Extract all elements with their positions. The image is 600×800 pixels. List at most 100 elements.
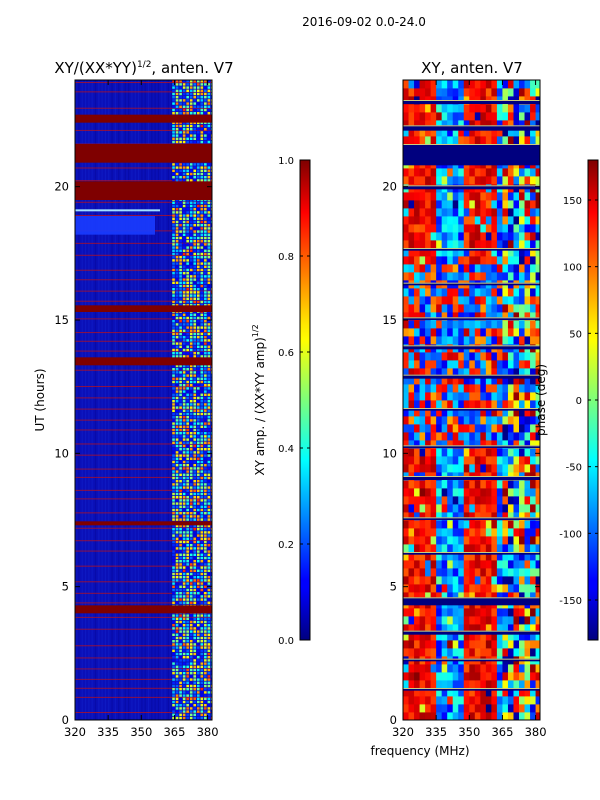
phase-cell: [530, 664, 536, 673]
amp-cell: [200, 233, 204, 236]
phase-cell: [430, 408, 437, 417]
amp-cell: [172, 569, 175, 572]
amp-cell: [196, 646, 200, 649]
amp-cell: [75, 397, 212, 399]
phase-cell: [480, 168, 487, 177]
phase-cell: [524, 224, 531, 233]
amp-cell: [175, 339, 179, 342]
amp-cell: [196, 419, 200, 422]
amp-cell: [200, 332, 204, 336]
amp-cell: [193, 697, 197, 700]
phase-cell: [491, 576, 498, 585]
phase-colorbar-tick-label: -50: [566, 463, 582, 474]
amp-cell: [193, 467, 197, 470]
phase-cell: [530, 560, 536, 569]
phase-cell: [430, 376, 437, 385]
phase-cell: [513, 424, 520, 433]
amp-cell: [172, 124, 175, 128]
amp-cell: [196, 233, 200, 236]
phase-cell: [425, 392, 432, 401]
phase-cell: [496, 168, 503, 177]
phase-cell: [513, 496, 520, 505]
amp-cell: [200, 316, 204, 320]
phase-cell: [535, 584, 540, 593]
phase-cell: [414, 392, 420, 401]
amp-cell: [75, 550, 212, 552]
phase-cell: [474, 248, 481, 257]
phase-cell: [441, 440, 448, 449]
phase-cell: [474, 672, 481, 681]
phase-cell: [447, 88, 454, 97]
amp-cell: [207, 454, 211, 457]
amp-cell: [175, 396, 179, 400]
amp-cell: [207, 419, 211, 422]
amp-cell: [186, 288, 189, 291]
amp-cell: [189, 585, 193, 588]
amp-cell: [193, 336, 197, 339]
amp-cell: [179, 249, 182, 252]
phase-cell: [480, 560, 487, 569]
phase-cell: [419, 104, 426, 113]
amp-cell: [175, 300, 179, 304]
amp-cell: [207, 675, 211, 678]
amp-cell: [189, 220, 193, 224]
amp-cell: [182, 256, 186, 259]
phase-cell: [403, 304, 409, 313]
phase-cell: [474, 408, 481, 417]
amp-cell: [175, 617, 179, 620]
amp-cell: [182, 140, 186, 144]
amp-cell: [179, 492, 182, 496]
amp-cell: [189, 566, 193, 569]
phase-cell: [524, 568, 531, 577]
phase-cell: [491, 168, 498, 177]
phase-cell: [480, 624, 487, 633]
amp-cell: [186, 380, 189, 384]
amp-cell: [179, 425, 182, 428]
phase-cell: [530, 112, 536, 121]
phase-cell: [425, 168, 432, 177]
phase-cell: [403, 512, 409, 521]
amp-cell: [179, 105, 182, 108]
phase-cell: [524, 552, 531, 561]
amp-cell: [193, 262, 197, 265]
phase-cell: [419, 552, 426, 561]
phase-cell: [419, 584, 426, 593]
phase-cell: [463, 704, 470, 713]
phase-cell: [502, 560, 509, 569]
phase-cell: [447, 528, 454, 537]
amp-cell: [207, 704, 211, 707]
phase-cell: [441, 680, 448, 689]
phase-cell: [458, 216, 465, 225]
amp-cell: [172, 464, 175, 467]
phase-cell: [502, 112, 509, 121]
phase-cell: [469, 88, 476, 97]
amp-cell: [204, 694, 207, 697]
amp-cell: [175, 313, 179, 316]
amp-cell: [193, 256, 197, 259]
amp-cell: [172, 483, 175, 486]
phase-cell: [436, 88, 443, 97]
phase-cell: [507, 608, 514, 617]
phase-cell: [403, 592, 409, 601]
phase-cell: [403, 432, 409, 441]
phase-cell: [519, 392, 525, 401]
amp-cell: [193, 406, 197, 409]
phase-cell: [474, 640, 481, 649]
phase-cell: [485, 632, 492, 641]
amp-cell: [186, 220, 189, 224]
phase-cell: [441, 360, 448, 369]
phase-cell: [463, 584, 470, 593]
amp-cell: [172, 230, 175, 233]
phase-cell: [507, 520, 514, 529]
amp-cell: [186, 320, 189, 323]
amp-cell: [179, 233, 182, 236]
phase-cell: [436, 576, 443, 585]
amp-cell: [193, 652, 197, 656]
amp-cell: [196, 662, 200, 665]
phase-cell: [474, 320, 481, 329]
amp-cell: [193, 601, 197, 604]
phase-cell: [469, 296, 476, 305]
phase-cell: [436, 192, 443, 201]
phase-cell: [524, 304, 531, 313]
amp-cell: [200, 566, 204, 569]
